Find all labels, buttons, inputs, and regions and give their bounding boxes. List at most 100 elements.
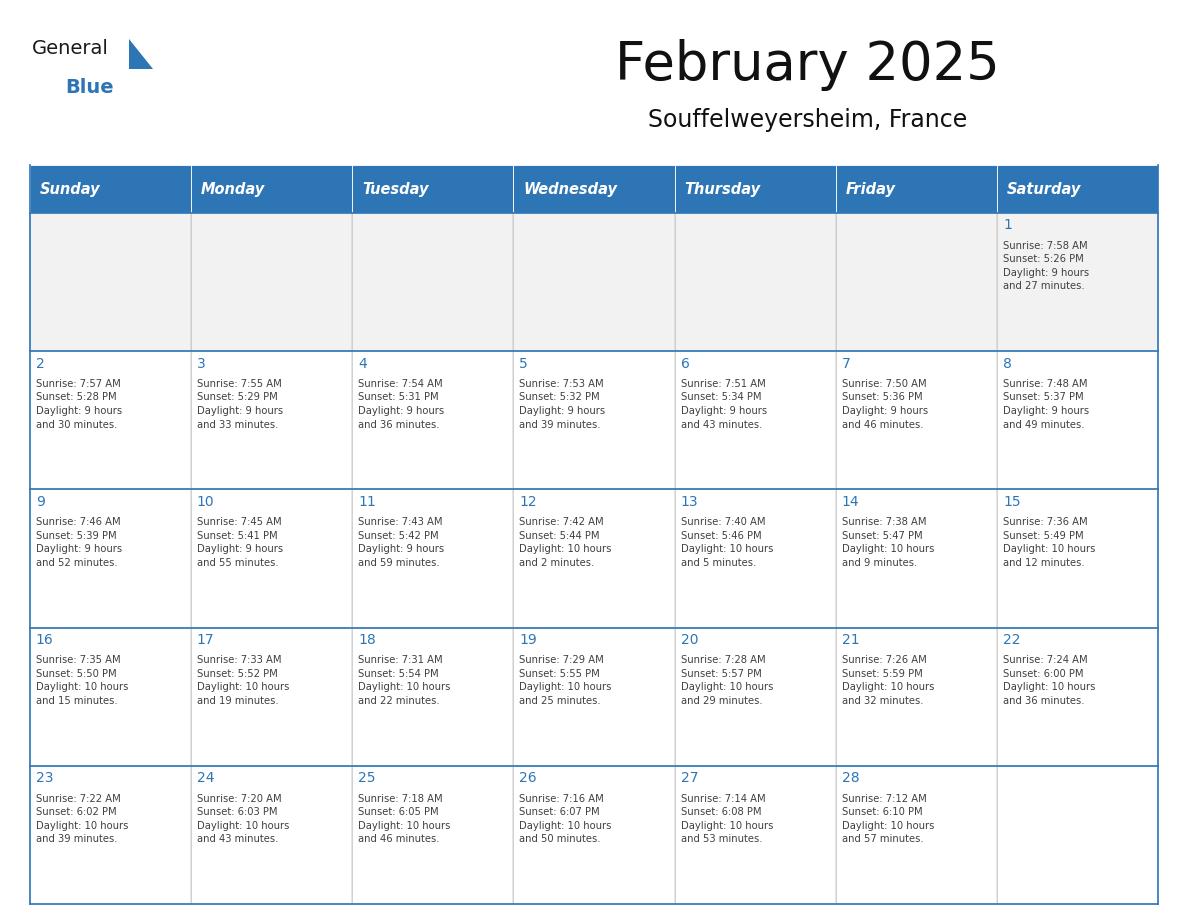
Text: 7: 7 [842, 357, 851, 371]
Bar [997, 352, 1158, 489]
Bar [352, 213, 513, 352]
Polygon shape [129, 39, 153, 69]
Text: 5: 5 [519, 357, 529, 371]
Text: Sunrise: 7:24 AM
Sunset: 6:00 PM
Daylight: 10 hours
and 36 minutes.: Sunrise: 7:24 AM Sunset: 6:00 PM Dayligh… [1003, 655, 1095, 706]
Bar [352, 489, 513, 628]
Bar [30, 352, 191, 489]
Text: Wednesday: Wednesday [523, 182, 617, 196]
Bar [836, 766, 997, 904]
Bar [352, 165, 513, 213]
Text: 9: 9 [36, 495, 44, 509]
Bar [997, 489, 1158, 628]
Text: 25: 25 [358, 771, 375, 786]
Text: Sunrise: 7:22 AM
Sunset: 6:02 PM
Daylight: 10 hours
and 39 minutes.: Sunrise: 7:22 AM Sunset: 6:02 PM Dayligh… [36, 793, 128, 845]
Text: Monday: Monday [201, 182, 265, 196]
Text: 18: 18 [358, 633, 375, 647]
Bar [191, 628, 352, 766]
Text: Saturday: Saturday [1006, 182, 1081, 196]
Bar [352, 628, 513, 766]
Bar [191, 213, 352, 352]
Text: Sunrise: 7:38 AM
Sunset: 5:47 PM
Daylight: 10 hours
and 9 minutes.: Sunrise: 7:38 AM Sunset: 5:47 PM Dayligh… [842, 517, 934, 568]
Bar [675, 165, 836, 213]
Bar [30, 165, 191, 213]
Bar [836, 766, 997, 904]
Text: Sunrise: 7:43 AM
Sunset: 5:42 PM
Daylight: 9 hours
and 59 minutes.: Sunrise: 7:43 AM Sunset: 5:42 PM Dayligh… [358, 517, 444, 568]
Text: Tuesday: Tuesday [362, 182, 429, 196]
Bar [675, 352, 836, 489]
Text: Blue: Blue [65, 78, 114, 97]
Bar [836, 213, 997, 352]
Text: Sunrise: 7:58 AM
Sunset: 5:26 PM
Daylight: 9 hours
and 27 minutes.: Sunrise: 7:58 AM Sunset: 5:26 PM Dayligh… [1003, 241, 1089, 291]
Bar [997, 628, 1158, 766]
Text: 19: 19 [519, 633, 537, 647]
Text: Sunrise: 7:53 AM
Sunset: 5:32 PM
Daylight: 9 hours
and 39 minutes.: Sunrise: 7:53 AM Sunset: 5:32 PM Dayligh… [519, 379, 606, 430]
Text: 13: 13 [681, 495, 699, 509]
Bar [30, 489, 191, 628]
Text: Sunrise: 7:12 AM
Sunset: 6:10 PM
Daylight: 10 hours
and 57 minutes.: Sunrise: 7:12 AM Sunset: 6:10 PM Dayligh… [842, 793, 934, 845]
Text: Sunrise: 7:46 AM
Sunset: 5:39 PM
Daylight: 9 hours
and 52 minutes.: Sunrise: 7:46 AM Sunset: 5:39 PM Dayligh… [36, 517, 121, 568]
Bar [997, 766, 1158, 904]
Text: Sunrise: 7:51 AM
Sunset: 5:34 PM
Daylight: 9 hours
and 43 minutes.: Sunrise: 7:51 AM Sunset: 5:34 PM Dayligh… [681, 379, 766, 430]
Bar [30, 766, 191, 904]
Bar [513, 766, 675, 904]
Bar [191, 489, 352, 628]
Text: Sunrise: 7:57 AM
Sunset: 5:28 PM
Daylight: 9 hours
and 30 minutes.: Sunrise: 7:57 AM Sunset: 5:28 PM Dayligh… [36, 379, 121, 430]
Text: Sunrise: 7:29 AM
Sunset: 5:55 PM
Daylight: 10 hours
and 25 minutes.: Sunrise: 7:29 AM Sunset: 5:55 PM Dayligh… [519, 655, 612, 706]
Text: Sunrise: 7:42 AM
Sunset: 5:44 PM
Daylight: 10 hours
and 2 minutes.: Sunrise: 7:42 AM Sunset: 5:44 PM Dayligh… [519, 517, 612, 568]
Bar [352, 352, 513, 489]
Bar [997, 165, 1158, 213]
Text: Sunrise: 7:35 AM
Sunset: 5:50 PM
Daylight: 10 hours
and 15 minutes.: Sunrise: 7:35 AM Sunset: 5:50 PM Dayligh… [36, 655, 128, 706]
Bar [675, 766, 836, 904]
Text: Sunrise: 7:55 AM
Sunset: 5:29 PM
Daylight: 9 hours
and 33 minutes.: Sunrise: 7:55 AM Sunset: 5:29 PM Dayligh… [197, 379, 283, 430]
Text: 2: 2 [36, 357, 44, 371]
Text: 28: 28 [842, 771, 859, 786]
Bar [675, 628, 836, 766]
Bar [836, 165, 997, 213]
Bar [997, 213, 1158, 352]
Text: Sunrise: 7:33 AM
Sunset: 5:52 PM
Daylight: 10 hours
and 19 minutes.: Sunrise: 7:33 AM Sunset: 5:52 PM Dayligh… [197, 655, 289, 706]
Text: Sunrise: 7:45 AM
Sunset: 5:41 PM
Daylight: 9 hours
and 55 minutes.: Sunrise: 7:45 AM Sunset: 5:41 PM Dayligh… [197, 517, 283, 568]
Bar [191, 352, 352, 489]
Bar [836, 489, 997, 628]
Text: 11: 11 [358, 495, 375, 509]
Bar [30, 213, 191, 352]
Bar [836, 213, 997, 352]
Bar [191, 489, 352, 628]
Text: 23: 23 [36, 771, 53, 786]
Text: 4: 4 [358, 357, 367, 371]
Bar [30, 352, 191, 489]
Bar [997, 489, 1158, 628]
Bar [675, 766, 836, 904]
Bar [352, 766, 513, 904]
Text: Sunrise: 7:20 AM
Sunset: 6:03 PM
Daylight: 10 hours
and 43 minutes.: Sunrise: 7:20 AM Sunset: 6:03 PM Dayligh… [197, 793, 289, 845]
Text: Souffelweyersheim, France: Souffelweyersheim, France [649, 108, 967, 132]
Bar [30, 628, 191, 766]
Bar [836, 628, 997, 766]
Bar [513, 766, 675, 904]
Bar [836, 628, 997, 766]
Text: Sunday: Sunday [39, 182, 100, 196]
Text: General: General [32, 39, 109, 59]
Bar [836, 352, 997, 489]
Text: 20: 20 [681, 633, 699, 647]
Text: 1: 1 [1003, 218, 1012, 232]
Bar [352, 352, 513, 489]
Bar [675, 489, 836, 628]
Text: Sunrise: 7:31 AM
Sunset: 5:54 PM
Daylight: 10 hours
and 22 minutes.: Sunrise: 7:31 AM Sunset: 5:54 PM Dayligh… [358, 655, 450, 706]
Text: 8: 8 [1003, 357, 1012, 371]
Bar [513, 489, 675, 628]
Text: 22: 22 [1003, 633, 1020, 647]
Text: Sunrise: 7:54 AM
Sunset: 5:31 PM
Daylight: 9 hours
and 36 minutes.: Sunrise: 7:54 AM Sunset: 5:31 PM Dayligh… [358, 379, 444, 430]
Text: Sunrise: 7:28 AM
Sunset: 5:57 PM
Daylight: 10 hours
and 29 minutes.: Sunrise: 7:28 AM Sunset: 5:57 PM Dayligh… [681, 655, 773, 706]
Bar [352, 628, 513, 766]
Bar [191, 766, 352, 904]
Bar [513, 165, 675, 213]
Bar [836, 352, 997, 489]
Text: Sunrise: 7:14 AM
Sunset: 6:08 PM
Daylight: 10 hours
and 53 minutes.: Sunrise: 7:14 AM Sunset: 6:08 PM Dayligh… [681, 793, 773, 845]
Text: 21: 21 [842, 633, 859, 647]
Bar [191, 766, 352, 904]
Bar [513, 213, 675, 352]
Bar [997, 628, 1158, 766]
Bar [997, 352, 1158, 489]
Bar [513, 628, 675, 766]
